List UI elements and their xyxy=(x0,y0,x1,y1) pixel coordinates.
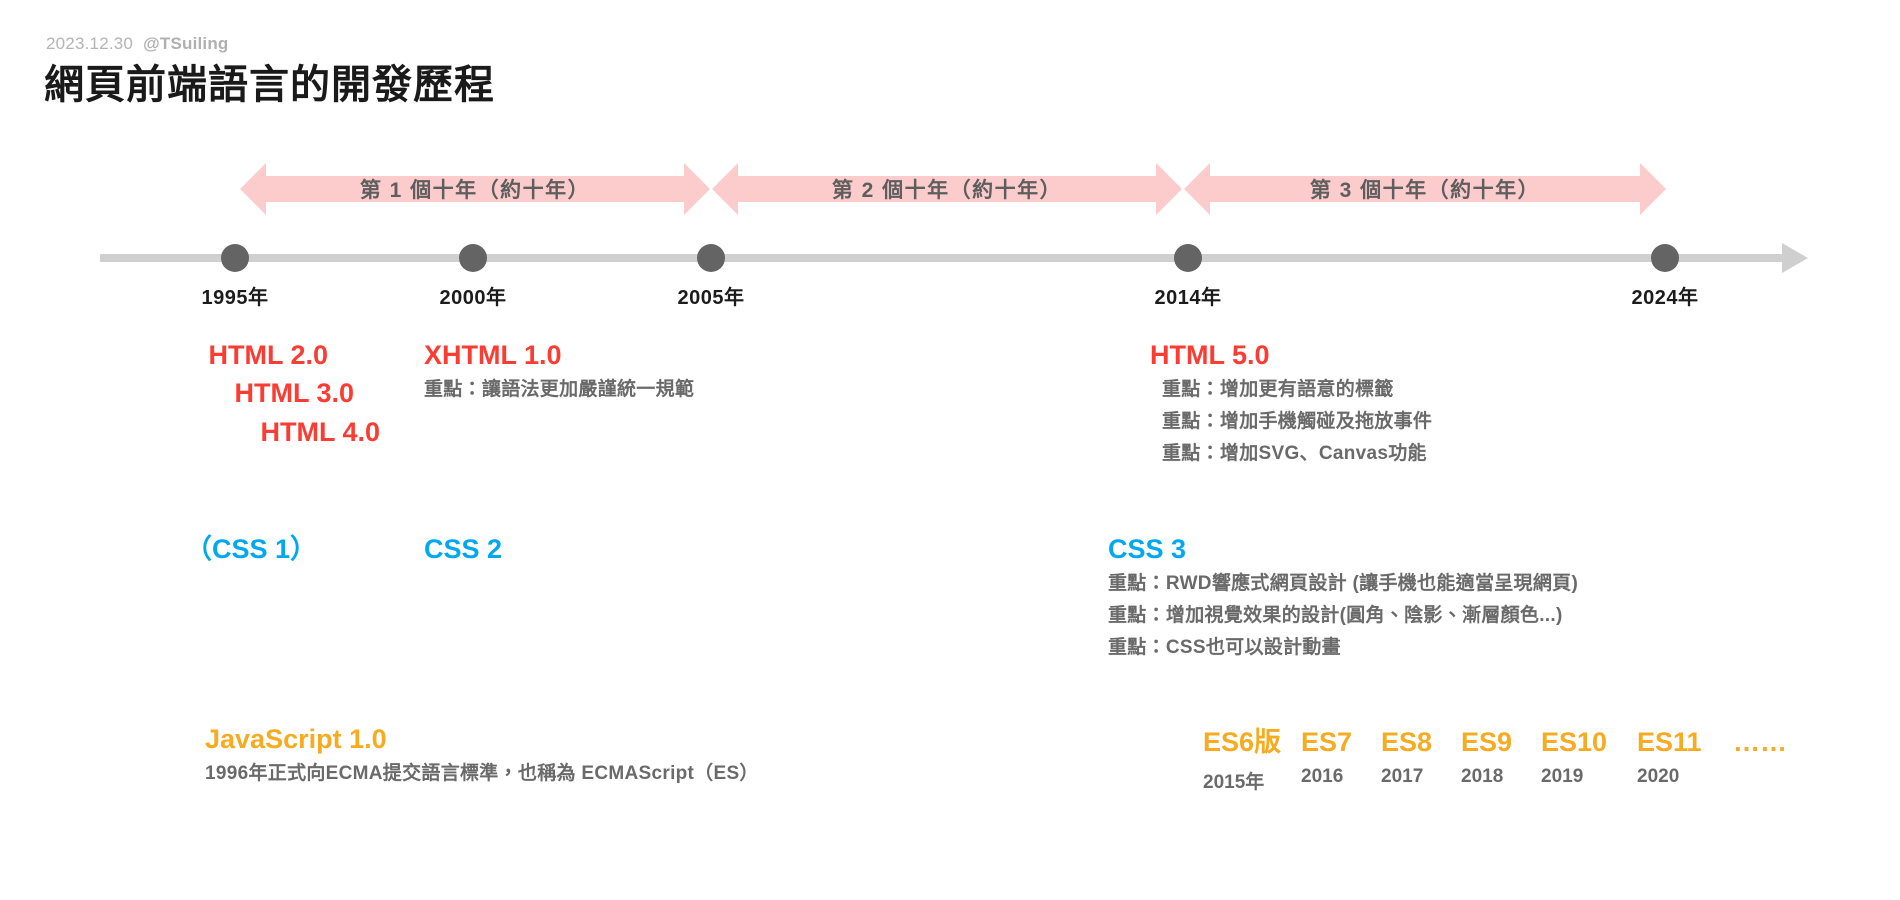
ecmascript-es7-name: ES7 xyxy=(1301,727,1353,757)
html-3-title: HTML 3.0 xyxy=(234,378,354,409)
entry-css1-1995: （CSS 1） xyxy=(185,530,317,568)
entry-css3-2014: CSS 3 重點：RWD響應式網頁設計 (讓手機也能適當呈現網頁) 重點：增加視… xyxy=(1108,530,1578,664)
entry-ecmascript-2014: ES6版 2015年 ES7 2016 ES8 2017 ES9 2018 ES… xyxy=(1203,720,1823,794)
ecmascript-version-es6: ES6版 2015年 xyxy=(1203,720,1301,794)
decade-band-2-arrow-shape xyxy=(712,163,1182,215)
byline-date: 2023.12.30 xyxy=(46,34,134,53)
timeline-axis-arrowhead-icon xyxy=(1782,243,1808,273)
ecmascript-es11-name: ES11 xyxy=(1637,727,1702,757)
entry-xhtml-2000: XHTML 1.0 重點：讓語法更加嚴謹統一規範 xyxy=(424,336,694,406)
css3-title: CSS 3 xyxy=(1108,534,1187,564)
css3-note-2: 重點：增加視覺效果的設計(圓角、陰影、漸層顏色...) xyxy=(1108,605,1563,627)
ecmascript-es9-year: 2018 xyxy=(1461,766,1504,787)
entry-html5-2014: HTML 5.0 重點：增加更有語意的標籤 重點：增加手機觸碰及拖放事件 重點：… xyxy=(1150,336,1432,470)
timeline-node-label-2014: 2014年 xyxy=(1154,287,1222,309)
ecmascript-version-es9: ES9 2018 xyxy=(1461,727,1541,788)
ecmascript-es9-name: ES9 xyxy=(1461,727,1513,757)
timeline-node-dot-2005[interactable] xyxy=(697,244,725,272)
html5-note-2: 重點：增加手機觸碰及拖放事件 xyxy=(1162,411,1433,433)
css2-title: CSS 2 xyxy=(424,534,503,564)
timeline-node-dot-2024[interactable] xyxy=(1651,244,1679,272)
timeline-node-label-2024: 2024年 xyxy=(1631,287,1699,309)
ecmascript-version-es11: ES11 2020 xyxy=(1637,727,1733,788)
timeline-node-label-1995: 1995年 xyxy=(201,287,269,309)
html-4-title: HTML 4.0 xyxy=(260,416,380,447)
javascript-note-1: 1996年正式向ECMA提交語言標準，也稱為 ECMAScript（ES） xyxy=(205,763,759,785)
entry-javascript-2000: JavaScript 1.0 1996年正式向ECMA提交語言標準，也稱為 EC… xyxy=(205,720,759,790)
entry-html-1995: HTML 2.0 HTML 3.0 HTML 4.0 xyxy=(120,336,380,451)
ecmascript-es6-name: ES6版 xyxy=(1203,727,1282,757)
xhtml-note-1: 重點：讓語法更加嚴謹統一規範 xyxy=(424,379,695,401)
decade-band-1-arrow-shape xyxy=(240,163,710,215)
css1-title: （CSS 1） xyxy=(185,534,318,564)
html5-title: HTML 5.0 xyxy=(1150,340,1270,370)
decade-band-1: 第 1 個十年（約十年） xyxy=(240,163,710,215)
ecmascript-version-more: …… xyxy=(1733,727,1823,766)
xhtml-title: XHTML 1.0 xyxy=(424,340,562,370)
ecmascript-more-name: …… xyxy=(1733,727,1787,757)
decade-band-3-arrow-shape xyxy=(1184,163,1666,215)
html-2-title: HTML 2.0 xyxy=(208,340,328,370)
ecmascript-es11-year: 2020 xyxy=(1637,766,1680,787)
ecmascript-es8-year: 2017 xyxy=(1381,766,1424,787)
timeline-node-label-2000: 2000年 xyxy=(439,287,507,309)
ecmascript-es6-year: 2015年 xyxy=(1203,772,1265,793)
ecmascript-version-es8: ES8 2017 xyxy=(1381,727,1461,788)
ecmascript-es10-name: ES10 xyxy=(1541,727,1608,757)
css3-note-1: 重點：RWD響應式網頁設計 (讓手機也能適當呈現網頁) xyxy=(1108,573,1579,595)
html5-note-1: 重點：增加更有語意的標籤 xyxy=(1162,379,1394,401)
ecmascript-version-row: ES6版 2015年 ES7 2016 ES8 2017 ES9 2018 ES… xyxy=(1203,720,1823,794)
byline-handle: @TSuiling xyxy=(143,34,229,53)
css3-note-3: 重點：CSS也可以設計動畫 xyxy=(1108,637,1341,659)
timeline-node-dot-1995[interactable] xyxy=(221,244,249,272)
html5-note-3: 重點：增加SVG、Canvas功能 xyxy=(1162,443,1427,465)
timeline-axis-line xyxy=(100,254,1790,262)
page-title: 網頁前端語言的開發歷程 xyxy=(44,63,495,107)
timeline-node-dot-2000[interactable] xyxy=(459,244,487,272)
decade-band-2: 第 2 個十年（約十年） xyxy=(712,163,1182,215)
decade-band-3: 第 3 個十年（約十年） xyxy=(1184,163,1666,215)
ecmascript-es10-year: 2019 xyxy=(1541,766,1584,787)
ecmascript-es8-name: ES8 xyxy=(1381,727,1433,757)
timeline-node-dot-2014[interactable] xyxy=(1174,244,1202,272)
ecmascript-version-es10: ES10 2019 xyxy=(1541,727,1637,788)
entry-css2-2000: CSS 2 xyxy=(424,530,502,568)
javascript-title: JavaScript 1.0 xyxy=(205,724,387,754)
ecmascript-es7-year: 2016 xyxy=(1301,766,1344,787)
timeline-node-label-2005: 2005年 xyxy=(677,287,745,309)
ecmascript-version-es7: ES7 2016 xyxy=(1301,727,1381,788)
byline: 2023.12.30 @TSuiling xyxy=(46,34,229,54)
